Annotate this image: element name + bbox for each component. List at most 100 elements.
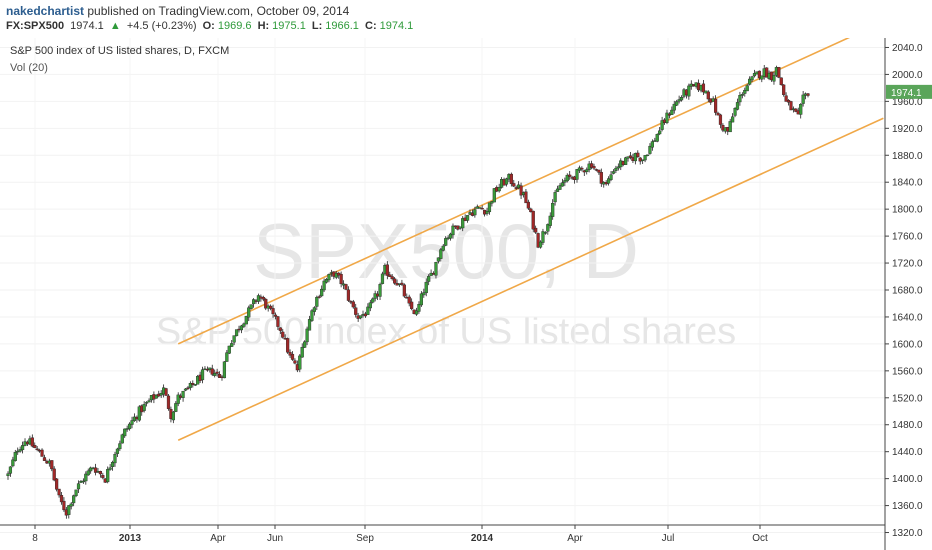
candle-body	[76, 483, 81, 490]
candle-body	[713, 98, 718, 113]
candle-body	[614, 167, 618, 171]
candle-body	[624, 157, 628, 165]
candle-body	[115, 448, 120, 454]
candle-body	[322, 280, 326, 291]
candle-body	[607, 178, 611, 184]
candle-body	[327, 274, 331, 281]
y-tick-label: 1640.0	[892, 312, 923, 323]
candle-body	[40, 449, 44, 457]
candle-body	[752, 73, 757, 77]
y-tick-label: 2000.0	[892, 70, 923, 81]
candle-body	[288, 352, 292, 356]
candle-body	[801, 94, 805, 104]
candle-body	[414, 310, 419, 315]
price-chart-svg[interactable]: SPX500, D S&P 500 index of US listed sha…	[0, 38, 932, 550]
y-tick-label: 1840.0	[892, 178, 923, 189]
publish-line: nakedchartist published on TradingView.c…	[6, 4, 349, 18]
candle-body	[650, 141, 654, 148]
candle-body	[731, 116, 735, 123]
up-arrow-icon: ▲	[109, 20, 121, 32]
candle-body	[799, 104, 803, 115]
candle-body	[786, 99, 791, 103]
candle-body	[512, 183, 516, 187]
author-link[interactable]: nakedchartist	[6, 4, 85, 18]
candle-body	[84, 473, 88, 482]
x-tick-label: 8	[32, 533, 38, 544]
candle-body	[419, 293, 423, 306]
candle-body	[81, 480, 85, 483]
candle-body	[555, 188, 560, 192]
candle-body	[55, 478, 59, 490]
y-tick-label: 1760.0	[892, 232, 923, 243]
candle-body	[393, 278, 397, 284]
candle-body	[565, 174, 569, 182]
candle-body	[670, 109, 674, 115]
candle-body	[142, 404, 146, 411]
y-tick-label: 1880.0	[892, 151, 923, 162]
candle-body	[227, 345, 231, 354]
candle-body	[176, 394, 180, 404]
candle-body	[145, 402, 149, 404]
candle-body	[368, 302, 372, 309]
candle-body	[553, 192, 557, 203]
watermark-symbol: SPX500, D	[253, 207, 639, 295]
candle-body	[480, 208, 484, 210]
low-value: 1966.1	[325, 20, 359, 32]
candle-body	[232, 335, 236, 343]
candle-body	[16, 450, 20, 453]
candle-body	[52, 468, 56, 481]
publish-header: nakedchartist published on TradingView.c…	[0, 0, 932, 36]
candle-body	[609, 174, 613, 180]
candle-body	[191, 383, 195, 385]
candle-body	[33, 445, 37, 448]
candle-body	[716, 112, 720, 116]
candle-body	[548, 215, 552, 226]
candle-body	[310, 310, 314, 321]
candle-body	[645, 154, 650, 157]
candle-body	[575, 169, 579, 180]
candle-body	[344, 284, 348, 290]
x-tick-label: Oct	[752, 533, 768, 544]
candle-body	[806, 93, 810, 96]
candle-body	[166, 395, 171, 409]
candle-body	[234, 329, 239, 337]
candle-body	[658, 130, 662, 135]
candle-body	[113, 454, 117, 464]
candle-body	[120, 434, 124, 444]
chart-area[interactable]: SPX500, D S&P 500 index of US listed sha…	[0, 38, 932, 550]
candle-body	[519, 185, 523, 196]
candle-body	[200, 369, 205, 381]
candle-body	[628, 155, 633, 158]
candle-body	[728, 121, 732, 133]
candle-body	[101, 475, 105, 478]
y-tick-label: 2040.0	[892, 43, 923, 54]
candle-body	[222, 361, 227, 379]
candle-body	[485, 210, 489, 214]
x-tick-label: Sep	[356, 533, 374, 544]
high-value: 1975.1	[272, 20, 306, 32]
y-tick-label: 1600.0	[892, 339, 923, 350]
close-label: C:	[365, 20, 377, 32]
last-price: 1974.1	[70, 20, 104, 32]
candle-body	[385, 264, 389, 276]
candle-body	[740, 94, 744, 96]
candle-body	[560, 182, 565, 187]
candle-body	[492, 188, 496, 203]
candle-body	[655, 134, 659, 142]
candle-body	[123, 428, 127, 437]
candle-body	[147, 400, 151, 403]
candle-body	[230, 343, 234, 347]
last-price-badge-label: 1974.1	[891, 88, 922, 99]
candle-body	[592, 166, 596, 169]
candle-body	[585, 169, 589, 172]
candle-body	[497, 186, 501, 192]
close-value: 1974.1	[379, 20, 414, 32]
candle-body	[390, 276, 394, 280]
candle-body	[777, 66, 781, 78]
candle-body	[358, 315, 363, 319]
candle-body	[400, 282, 404, 285]
candle-body	[183, 388, 188, 391]
candle-body	[436, 257, 440, 262]
candle-body	[784, 95, 788, 102]
candle-body	[504, 178, 509, 185]
